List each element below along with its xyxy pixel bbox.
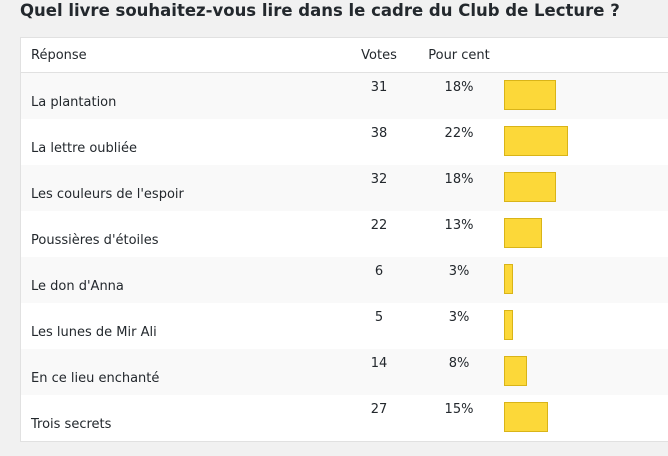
answer-cell: Les lunes de Mir Ali: [21, 303, 345, 349]
answer-label: Poussières d'étoiles: [31, 233, 159, 248]
answer-cell: Le don d'Anna: [21, 257, 345, 303]
bar-cell: [504, 211, 668, 257]
bar-cell: [504, 119, 668, 165]
header-answer: Réponse: [20, 37, 344, 73]
answer-cell: Les couleurs de l'espoir: [21, 165, 345, 211]
votes-cell: 31: [344, 73, 414, 120]
answer-cell: La plantation: [21, 73, 345, 120]
table-row: Poussières d'étoiles 22 13%: [21, 211, 668, 257]
table-row: Le don d'Anna 6 3%: [20, 257, 668, 303]
answer-label: Les couleurs de l'espoir: [31, 187, 184, 202]
vote-count: 27: [370, 402, 388, 417]
bar-cell: [504, 73, 668, 120]
bar-cell: [504, 257, 668, 303]
vote-count: 31: [370, 80, 388, 95]
answer-cell: Trois secrets: [21, 395, 345, 442]
votes-cell: 27: [344, 395, 414, 442]
bar-cell: [504, 165, 668, 211]
vote-percent: 3%: [448, 264, 470, 279]
votes-cell: 5: [344, 303, 414, 349]
answer-cell: En ce lieu enchanté: [21, 349, 345, 395]
vote-count: 5: [374, 310, 384, 325]
result-bar: [504, 402, 548, 432]
answer-label: Le don d'Anna: [31, 279, 124, 294]
header-bar: [504, 37, 668, 73]
votes-cell: 6: [344, 257, 414, 303]
bar-cell: [504, 303, 668, 349]
votes-cell: 32: [344, 165, 414, 211]
answer-label: La lettre oubliée: [31, 141, 137, 156]
vote-count: 6: [374, 264, 384, 279]
header-percent: Pour cent: [414, 37, 504, 73]
result-bar: [504, 310, 513, 340]
result-bar: [504, 264, 513, 294]
table-row: La lettre oubliée 38 22%: [21, 119, 668, 165]
votes-cell: 22: [344, 211, 414, 257]
result-bar: [504, 356, 527, 386]
votes-cell: 38: [344, 119, 414, 165]
vote-count: 32: [370, 172, 388, 187]
vote-count: 14: [370, 356, 388, 371]
vote-percent: 13%: [444, 218, 474, 233]
bar-cell: [504, 395, 668, 442]
answer-cell: La lettre oubliée: [21, 119, 345, 165]
table-row: Les lunes de Mir Ali 5 3%: [21, 303, 668, 349]
poll-results-table: Réponse Votes Pour cent La plantation 31 1…: [20, 37, 668, 442]
percent-cell: 13%: [414, 211, 504, 257]
table-header-row: Réponse Votes Pour cent: [20, 37, 668, 73]
bar-cell: [504, 349, 668, 395]
poll-question: Quel livre souhaitez-vous lire dans le c…: [20, 1, 620, 20]
percent-cell: 15%: [414, 395, 504, 442]
result-bar: [504, 172, 556, 202]
vote-percent: 18%: [444, 80, 474, 95]
percent-cell: 8%: [414, 349, 504, 395]
poll-rows: La plantation 31 18% La lettre oubliée 38 22%…: [20, 72, 668, 442]
answer-label: La plantation: [31, 95, 117, 110]
vote-percent: 22%: [444, 126, 474, 141]
answer-cell: Poussières d'étoiles: [21, 211, 345, 257]
vote-percent: 18%: [444, 172, 474, 187]
percent-cell: 18%: [414, 165, 504, 211]
vote-percent: 15%: [444, 402, 474, 417]
table-row: La plantation 31 18%: [20, 72, 668, 120]
percent-cell: 18%: [414, 73, 504, 120]
table-row: En ce lieu enchanté 14 8%: [20, 349, 668, 395]
answer-label: En ce lieu enchanté: [31, 371, 160, 386]
vote-percent: 3%: [448, 310, 470, 325]
percent-cell: 22%: [414, 119, 504, 165]
vote-count: 38: [370, 126, 388, 141]
header-votes: Votes: [344, 37, 414, 73]
result-bar: [504, 126, 568, 156]
result-bar: [504, 80, 556, 110]
vote-percent: 8%: [448, 356, 470, 371]
table-row: Les couleurs de l'espoir 32 18%: [20, 165, 668, 211]
table-row: Trois secrets 27 15%: [21, 395, 668, 442]
answer-label: Les lunes de Mir Ali: [31, 325, 157, 340]
answer-label: Trois secrets: [31, 417, 112, 432]
percent-cell: 3%: [414, 257, 504, 303]
vote-count: 22: [370, 218, 388, 233]
result-bar: [504, 218, 542, 248]
votes-cell: 14: [344, 349, 414, 395]
percent-cell: 3%: [414, 303, 504, 349]
